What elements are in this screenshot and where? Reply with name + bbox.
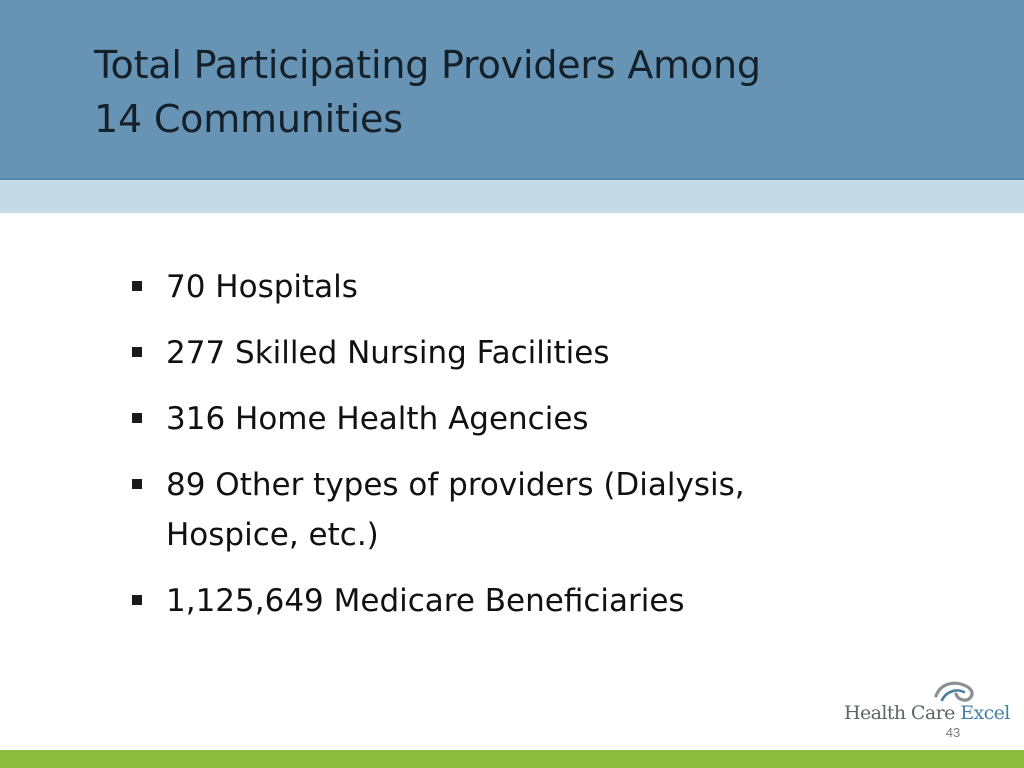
slide-title: Total Participating Providers Among 14 C… — [94, 38, 954, 146]
bullet-text: 316 Home Health Agencies — [166, 401, 589, 437]
health-care-excel-logo: Health Care Excel — [844, 680, 1010, 726]
square-bullet-icon — [132, 347, 142, 357]
header-band — [0, 0, 1024, 180]
bullet-text-line-1: 89 Other types of providers (Dialysis, — [166, 467, 745, 503]
logo-text-excel: Excel — [960, 702, 1010, 724]
page-number: 43 — [945, 725, 961, 740]
bullet-text: 277 Skilled Nursing Facilities — [166, 335, 610, 371]
bullet-item-beneficiaries: 1,125,649 Medicare Beneficiaries — [130, 576, 890, 626]
bullet-item-home-health: 316 Home Health Agencies — [130, 394, 890, 444]
bullet-item-skilled-nursing: 277 Skilled Nursing Facilities — [130, 328, 890, 378]
slide-title-line-2: 14 Communities — [94, 97, 403, 141]
bullet-list: 70 Hospitals 277 Skilled Nursing Facilit… — [130, 262, 890, 642]
bullet-item-other-providers: 89 Other types of providers (Dialysis, H… — [130, 460, 890, 560]
logo-text-health-care: Health Care — [844, 702, 955, 724]
square-bullet-icon — [132, 479, 142, 489]
square-bullet-icon — [132, 413, 142, 423]
bullet-text-line-2: Hospice, etc.) — [166, 517, 379, 553]
footer-bar — [0, 750, 1024, 768]
bullet-text: 70 Hospitals — [166, 269, 358, 305]
bullet-text: 1,125,649 Medicare Beneficiaries — [166, 583, 685, 619]
header-stripe — [0, 180, 1024, 213]
swoosh-logo-icon — [934, 681, 974, 702]
square-bullet-icon — [132, 595, 142, 605]
square-bullet-icon — [132, 281, 142, 291]
slide-title-line-1: Total Participating Providers Among — [94, 43, 761, 87]
logo-text: Health Care Excel — [844, 702, 1010, 724]
header-divider — [0, 178, 1024, 180]
bullet-item-hospitals: 70 Hospitals — [130, 262, 890, 312]
